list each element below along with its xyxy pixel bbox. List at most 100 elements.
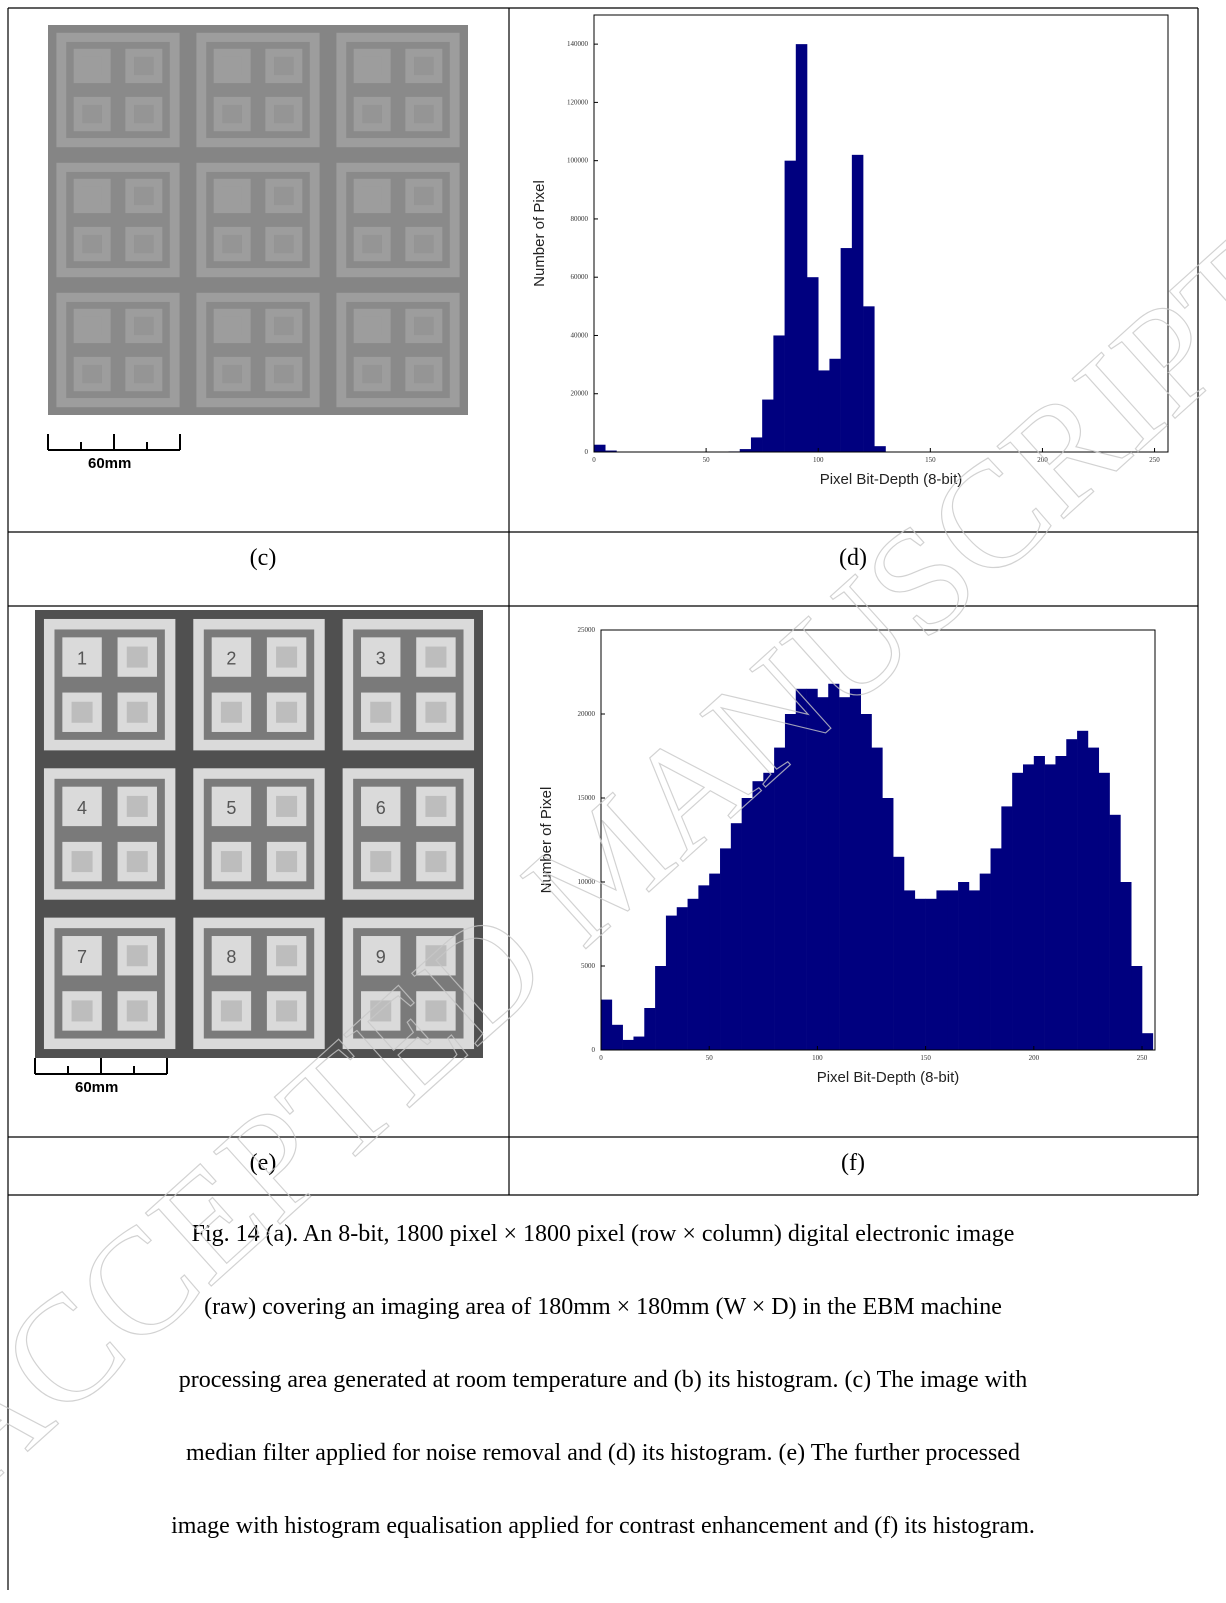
- histogram-bar: [860, 714, 872, 1050]
- sub-block-core: [414, 104, 434, 124]
- histogram-bar: [698, 885, 710, 1050]
- y-tick-label: 15000: [578, 794, 596, 802]
- histogram-bar: [763, 772, 775, 1050]
- histogram-bar: [795, 44, 808, 453]
- sub-block-core: [220, 795, 242, 817]
- histogram-bar: [1098, 772, 1110, 1050]
- histogram-bar: [795, 688, 807, 1050]
- sub-block-core: [414, 56, 434, 76]
- histogram-bar: [741, 798, 753, 1050]
- sub-block-core: [71, 945, 93, 967]
- specimen-number: 2: [226, 648, 236, 668]
- x-tick-label: 50: [703, 456, 711, 464]
- table-borders: [7, 7, 1199, 1590]
- histogram-bar: [840, 248, 853, 452]
- sub-block-core: [274, 104, 294, 124]
- sub-block-core: [222, 56, 242, 76]
- histogram-bar: [990, 848, 1002, 1050]
- x-tick-label: 50: [706, 1054, 714, 1062]
- histogram-bar: [818, 370, 830, 452]
- sub-block-core: [126, 945, 148, 967]
- x-tick-label: 150: [920, 1054, 931, 1062]
- sub-block-core: [220, 646, 242, 668]
- histogram-bar: [762, 399, 774, 452]
- sub-block-core: [134, 364, 154, 384]
- histogram-bar: [882, 798, 894, 1050]
- histogram-bar: [1087, 747, 1100, 1050]
- x-tick-label: 250: [1137, 1054, 1148, 1062]
- histogram-bar: [807, 277, 819, 452]
- histogram-bar: [633, 1036, 645, 1050]
- panel-label: (e): [250, 1150, 277, 1176]
- sub-block-core: [126, 1000, 148, 1022]
- sub-block-core: [370, 646, 392, 668]
- y-tick-label: 80000: [571, 215, 589, 223]
- histogram-bar: [806, 688, 818, 1050]
- x-tick-label: 250: [1149, 456, 1160, 464]
- histogram-bar: [936, 890, 948, 1050]
- histogram-bar: [979, 873, 991, 1050]
- histogram-chart: 0 50 100 150 200 250 0 5000 10000 15000 20000 25000…: [538, 626, 1156, 1086]
- histogram-bar: [1131, 966, 1143, 1050]
- x-tick-label: 200: [1037, 456, 1048, 464]
- histogram-bar: [958, 882, 970, 1050]
- sub-block-core: [71, 851, 93, 873]
- specimen-number: 5: [226, 798, 236, 818]
- x-axis-label: Pixel Bit-Depth (8-bit): [817, 1069, 960, 1086]
- sub-block-core: [425, 945, 447, 967]
- histogram-bar: [665, 915, 678, 1050]
- sub-block-core: [222, 316, 242, 336]
- sub-block-core: [134, 234, 154, 254]
- histogram-bar: [947, 890, 959, 1050]
- photo: 60mm: [47, 25, 468, 472]
- histogram-bar: [903, 890, 916, 1050]
- sub-block-core: [274, 186, 294, 206]
- sub-block-core: [370, 795, 392, 817]
- caption-line: median filter applied for noise removal …: [186, 1440, 1020, 1466]
- sub-block-core: [220, 851, 242, 873]
- histogram-bar: [594, 444, 606, 452]
- caption-line: image with histogram equalisation applie…: [171, 1513, 1035, 1539]
- sub-block-core: [425, 851, 447, 873]
- histogram-bar: [709, 873, 721, 1050]
- caption-line: (raw) covering an imaging area of 180mm …: [204, 1294, 1002, 1320]
- histogram-bar: [871, 747, 883, 1050]
- histogram-bar: [730, 823, 742, 1050]
- sub-block-core: [220, 1000, 242, 1022]
- y-tick-label: 140000: [567, 40, 589, 48]
- sub-block-core: [134, 316, 154, 336]
- histogram-bar: [739, 449, 752, 452]
- histogram-bar: [644, 1008, 656, 1050]
- scale-bar-label: 60mm: [88, 455, 131, 472]
- sub-block-core: [425, 701, 447, 723]
- sub-block-core: [126, 851, 148, 873]
- sub-block-core: [370, 701, 392, 723]
- photo: 1 2 3 4 5 6 7 8 9 60mm: [34, 610, 483, 1096]
- sub-block-core: [274, 316, 294, 336]
- sub-block-core: [370, 851, 392, 873]
- sub-block-core: [82, 56, 102, 76]
- sub-block-core: [82, 186, 102, 206]
- plot-frame: [600, 629, 1156, 1051]
- histogram-bar: [874, 446, 886, 452]
- sub-block-core: [276, 1000, 298, 1022]
- y-tick-label: 20000: [571, 390, 589, 398]
- sub-block-core: [71, 1000, 93, 1022]
- sub-block-core: [134, 56, 154, 76]
- histogram-bar: [1022, 764, 1035, 1050]
- x-tick-label: 100: [812, 1054, 823, 1062]
- sub-block-core: [370, 1000, 392, 1022]
- y-axis-label: Number of Pixel: [538, 787, 555, 894]
- sub-block-core: [71, 701, 93, 723]
- panel-label: (c): [250, 545, 277, 571]
- y-tick-label: 0: [585, 448, 589, 456]
- x-tick-label: 0: [599, 1054, 603, 1062]
- sub-block-core: [274, 364, 294, 384]
- sub-block-core: [220, 701, 242, 723]
- sub-block-core: [222, 186, 242, 206]
- y-tick-label: 60000: [571, 273, 589, 281]
- sub-block-core: [425, 646, 447, 668]
- sub-block-core: [276, 701, 298, 723]
- histogram-bar: [1077, 730, 1089, 1050]
